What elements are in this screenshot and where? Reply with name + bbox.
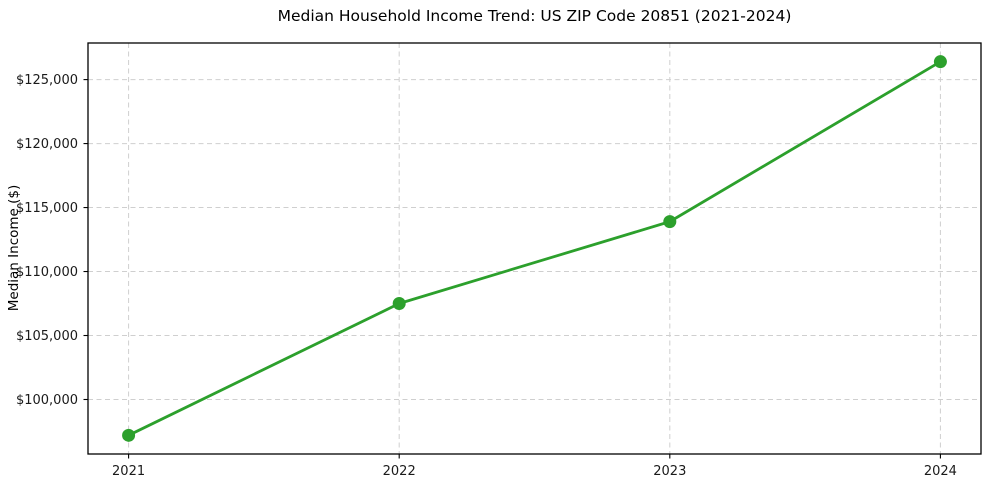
income-trend-line bbox=[127, 60, 942, 437]
y-tick-label: $100,000 bbox=[16, 393, 78, 408]
y-tick-label: $105,000 bbox=[16, 329, 78, 344]
y-tick-label: $115,000 bbox=[16, 201, 78, 216]
data-point-marker bbox=[122, 428, 136, 442]
x-tick-label: 2021 bbox=[112, 464, 145, 479]
data-point-marker bbox=[663, 215, 677, 229]
data-point-marker bbox=[933, 55, 947, 69]
x-tick-label: 2023 bbox=[653, 464, 686, 479]
y-tick-label: $125,000 bbox=[16, 73, 78, 88]
x-tick-label: 2024 bbox=[924, 464, 957, 479]
plot-border bbox=[87, 42, 982, 455]
y-axis-title: Median Income ($) bbox=[6, 184, 22, 312]
data-point-marker bbox=[392, 297, 406, 311]
y-tick-label: $120,000 bbox=[16, 137, 78, 152]
y-tick-label: $110,000 bbox=[16, 265, 78, 280]
chart-title: Median Household Income Trend: US ZIP Co… bbox=[277, 7, 792, 25]
x-tick-label: 2022 bbox=[383, 464, 416, 479]
